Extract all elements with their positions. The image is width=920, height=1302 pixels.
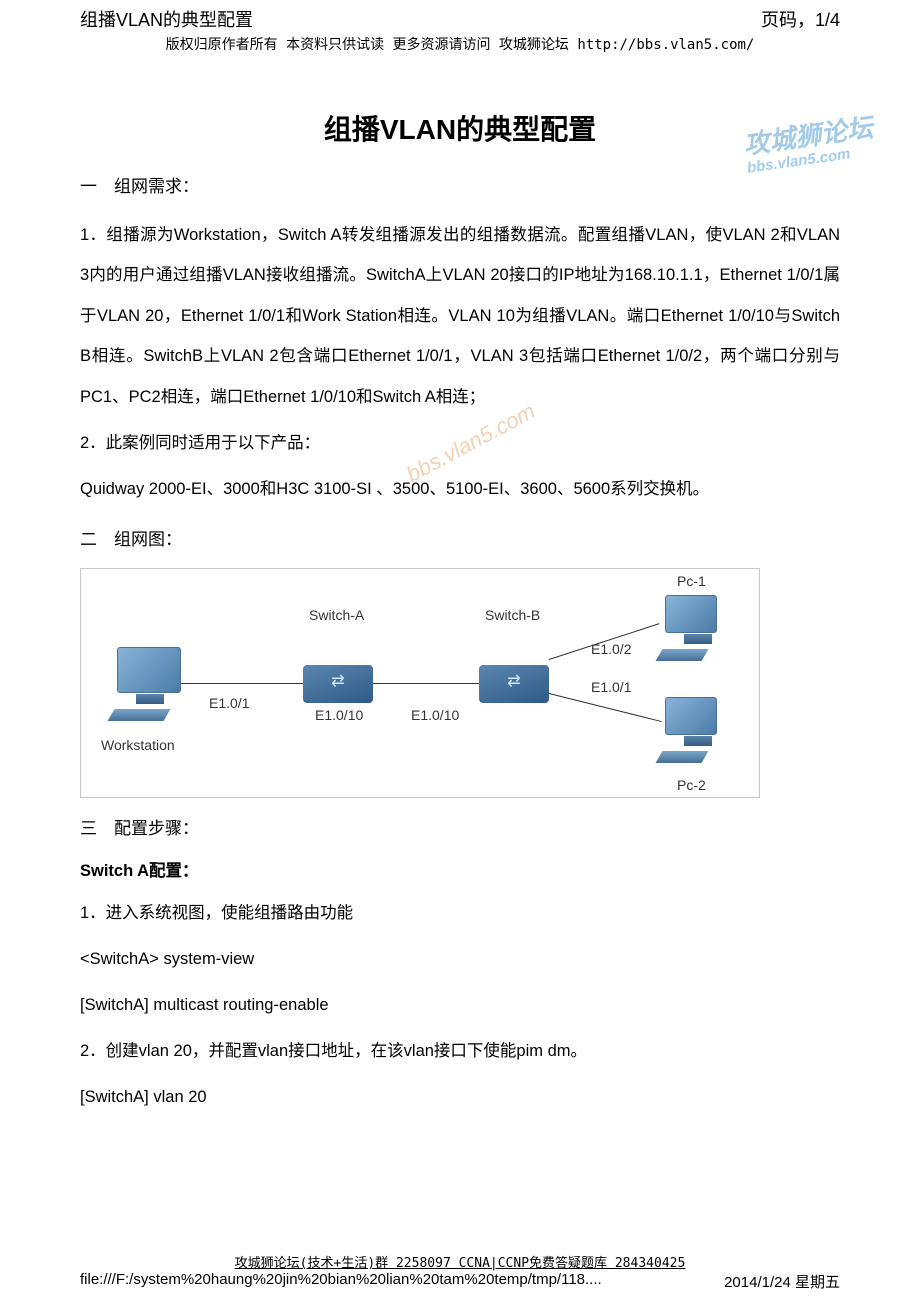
footer-group: 攻城狮论坛(技术+生活)群 2258097 CCNA|CCNP免费答疑题库 28… <box>80 1252 840 1271</box>
node-switch-a <box>303 665 373 703</box>
step-2: 2．创建vlan 20，并配置vlan接口地址，在该vlan接口下使能pim d… <box>80 1033 840 1071</box>
node-pc1 <box>665 595 717 661</box>
section-1-heading: 一 组网需求： <box>80 172 840 197</box>
label-switch-b: Switch-B <box>485 607 540 623</box>
label-switch-a: Switch-A <box>309 607 364 623</box>
label-e101b: E1.0/1 <box>591 679 631 695</box>
header-right: 页码，1/4 <box>761 6 840 32</box>
node-switch-b <box>479 665 549 703</box>
page-title: 组播VLAN的典型配置 <box>80 108 840 148</box>
page-footer: 攻城狮论坛(技术+生活)群 2258097 CCNA|CCNP免费答疑题库 28… <box>80 1252 840 1292</box>
label-workstation: Workstation <box>101 737 175 753</box>
label-e101: E1.0/1 <box>209 695 249 711</box>
network-diagram: Workstation Switch-A Switch-B Pc-1 Pc-2 … <box>80 568 760 798</box>
section-2-heading: 二 组网图： <box>80 525 840 550</box>
section-1-para-2: 2．此案例同时适用于以下产品： <box>80 425 840 463</box>
cmd-3: [SwitchA] vlan 20 <box>80 1079 840 1117</box>
section-3-heading: 三 配置步骤： <box>80 814 840 839</box>
node-pc2 <box>665 697 717 763</box>
node-workstation <box>117 647 181 721</box>
section-1-para-1: 1．组播源为Workstation，Switch A转发组播源发出的组播数据流。… <box>80 215 840 417</box>
footer-path: file:///F:/system%20haung%20jin%20bian%2… <box>80 1271 602 1292</box>
link-ws-swa <box>181 683 303 684</box>
section-1-para-3: Quidway 2000-EI、3000和H3C 3100-SI 、3500、5… <box>80 471 840 509</box>
label-e102: E1.0/2 <box>591 641 631 657</box>
header-left: 组播VLAN的典型配置 <box>80 6 253 32</box>
link-swa-swb <box>373 683 479 684</box>
link-swb-pc2 <box>549 693 662 722</box>
label-e1010-a: E1.0/10 <box>315 707 363 723</box>
switch-a-config-label: Switch A配置： <box>80 857 840 881</box>
cmd-1: <SwitchA> system-view <box>80 941 840 979</box>
label-pc2: Pc-2 <box>677 777 706 793</box>
header-sub: 版权归原作者所有 本资料只供试读 更多资源请访问 攻城狮论坛 http://bb… <box>80 34 840 54</box>
label-pc1: Pc-1 <box>677 573 706 589</box>
cmd-2: [SwitchA] multicast routing-enable <box>80 987 840 1025</box>
footer-date: 2014/1/24 星期五 <box>724 1271 840 1292</box>
step-1: 1．进入系统视图，使能组播路由功能 <box>80 895 840 933</box>
label-e1010-b: E1.0/10 <box>411 707 459 723</box>
